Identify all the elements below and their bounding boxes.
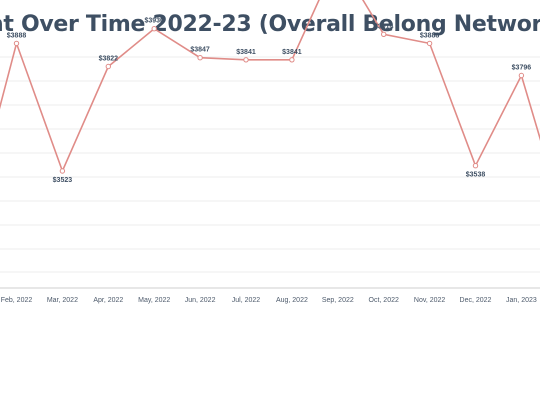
x-tick-label: Jun, 2022 (185, 297, 216, 304)
data-point[interactable] (105, 63, 112, 70)
data-point[interactable] (289, 57, 295, 63)
x-tick-label: Oct, 2022 (369, 297, 399, 304)
series-line-group (0, 0, 540, 174)
x-tick-label: Mar, 2022 (47, 297, 78, 304)
data-label: $3523 (53, 177, 73, 184)
data-point[interactable] (381, 31, 387, 37)
x-tick-label: Feb, 2022 (1, 297, 33, 304)
x-tick-label: Nov, 2022 (414, 297, 445, 304)
x-tick-label: Sep, 2022 (322, 297, 354, 304)
data-label: $3841 (236, 49, 256, 56)
data-label: $3930 (144, 18, 164, 25)
x-tick-labels: Feb, 2022 Mar, 2022 Apr, 2022 May, 2022 Jun,… (1, 297, 537, 304)
series-line (0, 0, 540, 174)
data-label: $3888 (7, 32, 27, 39)
data-point[interactable] (151, 26, 157, 32)
x-tick-label: Jan, 2023 (506, 297, 537, 304)
data-label: $3538 (466, 172, 486, 179)
data-label: $3796 (512, 65, 532, 72)
data-label: $3888 (420, 32, 440, 39)
data-point[interactable] (197, 55, 203, 61)
data-point[interactable] (243, 57, 249, 63)
x-tick-label: Dec, 2022 (460, 297, 492, 304)
x-tick-label: May, 2022 (138, 297, 170, 304)
chart-title: nt Over Time 2022-23 (Overall Belong Net… (0, 12, 540, 37)
x-tick-label: Aug, 2022 (276, 297, 308, 304)
data-label: $3914 (374, 23, 394, 30)
data-point[interactable] (518, 72, 525, 79)
x-tick-label: Jul, 2022 (232, 297, 261, 304)
grid-lines (0, 56, 540, 273)
data-point[interactable] (59, 168, 66, 174)
data-points (13, 26, 525, 174)
data-label: $3822 (99, 56, 119, 63)
x-tick-label: Apr, 2022 (93, 297, 123, 304)
data-label: $3847 (190, 47, 210, 54)
data-point[interactable] (426, 40, 433, 47)
data-labels: $3888$3523$3822$3930$3847$3841$3841$4131… (7, 18, 532, 184)
data-point[interactable] (472, 163, 479, 169)
data-label: $3841 (282, 49, 302, 56)
data-point[interactable] (13, 40, 20, 47)
